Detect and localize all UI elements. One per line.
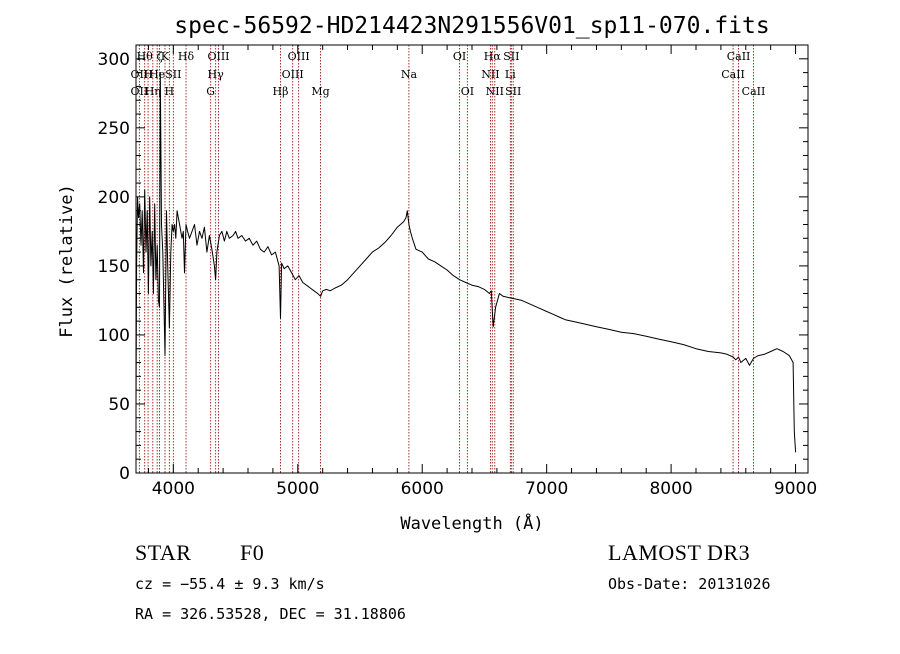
chart-title: spec-56592-HD214423N291556V01_sp11-070.f… — [174, 13, 769, 39]
y-tick-label: 200 — [98, 188, 130, 208]
spectrum-line — [135, 72, 797, 453]
x-tick-label: 4000 — [152, 479, 195, 499]
line-id-labels: OIIOIIHθHHηHeζKHSIIHδGHγOIIIHβOIIIOIIIMg… — [131, 50, 766, 98]
x-tick-label: 5000 — [276, 479, 319, 499]
y-tick-label: 100 — [98, 326, 130, 346]
axis-ticks: 4000 5000 6000 7000 8000 9000 0 50 100 150 200 250 3… — [98, 45, 817, 499]
line-label-hα: Hα — [484, 50, 502, 63]
line-label-nii: NII — [486, 85, 504, 98]
line-label-mg: Mg — [311, 85, 329, 98]
line-label-k: K — [161, 50, 170, 63]
x-tick-label: 9000 — [774, 479, 817, 499]
coords-text: RA = 326.53528, DEC = 31.18806 — [135, 605, 406, 623]
line-label-oiii: OIII — [207, 50, 229, 63]
line-label-h: H — [143, 68, 153, 81]
line-label-li: Li — [505, 68, 516, 81]
line-label-sii: SII — [505, 85, 521, 98]
line-label-g: G — [206, 85, 215, 98]
y-tick-label: 50 — [108, 395, 130, 415]
line-label-oi: OI — [453, 50, 466, 63]
y-tick-label: 250 — [98, 119, 130, 139]
line-label-oiii: OIII — [288, 50, 310, 63]
line-label-caii: CaII — [727, 50, 751, 63]
y-tick-label: 300 — [98, 50, 130, 70]
line-label-caii: CaII — [721, 68, 745, 81]
spectrum-series — [135, 72, 797, 453]
line-label-he: He — [149, 68, 165, 81]
line-label-nii: NII — [481, 68, 499, 81]
line-label-oi: OI — [461, 85, 474, 98]
line-label-caii: CaII — [742, 85, 766, 98]
y-tick-label: 0 — [119, 464, 130, 484]
object-type: STAR — [135, 540, 191, 565]
line-label-hη: Hη — [145, 85, 161, 98]
x-tick-label: 6000 — [401, 479, 444, 499]
line-label-oii: OII — [131, 85, 149, 98]
redshift-text: cz = −55.4 ± 9.3 km/s — [135, 575, 325, 593]
line-label-ζ: ζ — [157, 50, 163, 63]
line-label-hθ: Hθ — [137, 50, 154, 63]
line-label-hγ: Hγ — [208, 68, 225, 81]
x-axis-label: Wavelength (Å) — [400, 512, 543, 534]
y-tick-label: 150 — [98, 257, 130, 277]
line-label-na: Na — [401, 68, 418, 81]
x-tick-label: 7000 — [525, 479, 568, 499]
line-label-hδ: Hδ — [178, 50, 195, 63]
line-label-oiii: OIII — [282, 68, 304, 81]
line-label-oii: OII — [131, 68, 149, 81]
x-tick-label: 8000 — [649, 479, 692, 499]
object-subclass: F0 — [240, 540, 264, 565]
obs-date-text: Obs-Date: 20131026 — [608, 575, 771, 593]
survey-name: LAMOST DR3 — [608, 540, 750, 565]
plot-frame — [135, 44, 809, 474]
line-label-sii: SII — [165, 68, 181, 81]
y-axis-label: Flux (relative) — [57, 184, 77, 338]
line-label-hβ: Hβ — [273, 85, 289, 98]
line-label-sii: SII — [503, 50, 519, 63]
emission-line-markers — [138, 45, 754, 473]
line-label-h: H — [165, 85, 175, 98]
